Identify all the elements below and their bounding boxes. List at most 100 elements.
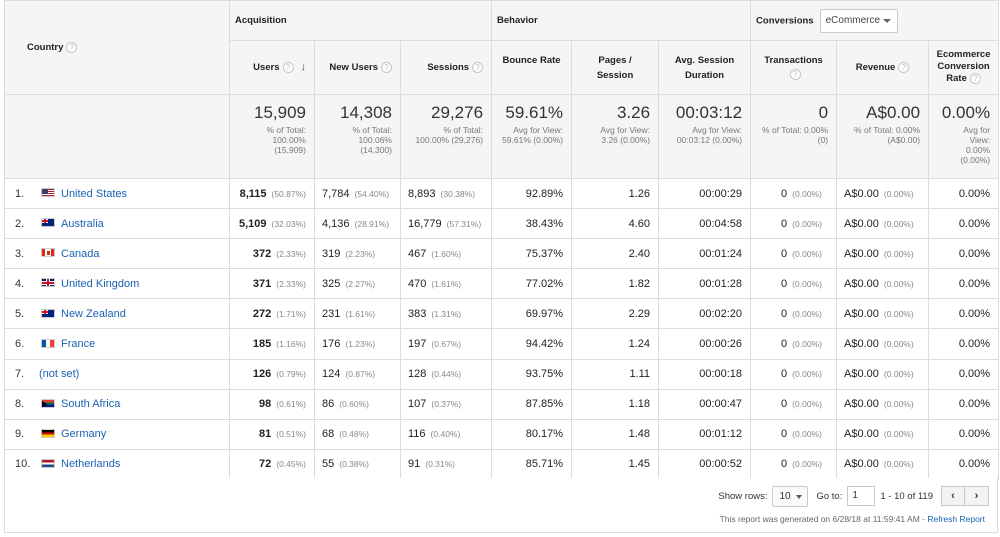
totals-new-users-line: (14,300) (360, 145, 392, 155)
totals-users-value: 15,909 (254, 103, 306, 122)
nl-flag-icon (41, 458, 55, 468)
users-cell: 126 (0.79%) (229, 358, 315, 390)
users-value: 372 (252, 247, 272, 260)
show-rows-select[interactable]: 10 (772, 485, 809, 507)
page-nav-buttons: ‹ › (941, 486, 989, 506)
country-header[interactable]: Country? (4, 0, 230, 95)
sessions-cell: 197 (0.67%) (399, 328, 493, 360)
question-circle-icon[interactable]: ? (381, 61, 392, 73)
question-circle-icon[interactable]: ? (66, 41, 78, 53)
country-link[interactable]: Canada (61, 247, 100, 260)
bounce-rate-cell: 85.71% (491, 448, 573, 480)
sessions-percent: (0.40%) (430, 429, 461, 440)
totals-users: 15,909 % of Total: 100.00% (15,909) (229, 94, 315, 179)
transactions-percent: (0.00%) (792, 188, 822, 199)
bounce-rate-cell: 75.37% (491, 238, 573, 270)
sessions-value: 470 (408, 277, 427, 290)
generated-text: This report was generated on 6/28/18 at … (719, 514, 925, 524)
new-users-cell: 325 (2.27%) (314, 268, 401, 300)
users-cell: 372 (2.33%) (229, 238, 315, 270)
bounce-rate-cell: 38.43% (491, 208, 573, 240)
pages-session-cell: 4.60 (571, 208, 660, 240)
question-circle-icon[interactable]: ? (472, 61, 484, 73)
new-users-cell: 231 (1.61%) (314, 298, 401, 330)
question-circle-icon[interactable]: ? (898, 61, 910, 73)
users-column-header[interactable]: Users? ↓ (229, 40, 315, 95)
users-value: 371 (252, 277, 272, 290)
users-value: 8,115 (239, 187, 267, 200)
pages-session-cell: 1.24 (571, 328, 660, 360)
sort-down-arrow-icon[interactable]: ↓ (300, 61, 307, 73)
revenue-percent: (0.00%) (883, 339, 914, 350)
pages-session-label-1: Pages / (598, 54, 632, 66)
country-link[interactable]: South Africa (61, 398, 121, 411)
sessions-percent: (1.31%) (431, 308, 462, 319)
table-footer: Show rows: 10 Go to: 1 1 - 10 of 119 ‹ ›… (4, 478, 998, 533)
sessions-percent: (0.44%) (431, 369, 462, 380)
country-link[interactable]: Netherlands (61, 458, 121, 471)
revenue-value: A$0.00 (844, 187, 879, 200)
transactions-column-header[interactable]: Transactions? (750, 40, 838, 95)
country-link[interactable]: United Kingdom (61, 277, 140, 290)
previous-page-button[interactable]: ‹ (941, 486, 965, 506)
transactions-cell: 0 (0.00%) (750, 208, 838, 240)
totals-ecr-line: 0.00% (965, 145, 991, 155)
revenue-column-header[interactable]: Revenue? (836, 40, 930, 95)
transactions-cell: 0 (0.00%) (750, 448, 838, 480)
table-row: 10. Netherlands 72 (0.45%) 55 (0.38%) 91 (0.31%… (4, 448, 1000, 480)
revenue-value: A$0.00 (844, 277, 879, 290)
question-circle-icon[interactable]: ? (789, 69, 801, 81)
totals-sessions: 29,276 % of Total: 100.00% (29,276) (399, 94, 493, 179)
country-link[interactable]: (not set) (39, 368, 80, 381)
new-users-value: 55 (322, 458, 335, 471)
revenue-cell: A$0.00 (0.00%) (836, 238, 930, 270)
users-value: 81 (258, 428, 272, 441)
avg-duration-cell: 00:01:28 (658, 268, 752, 300)
country-cell: 7. (not set) (4, 358, 230, 390)
country-link[interactable]: France (61, 338, 96, 351)
totals-avg-duration-value: 00:03:12 (675, 103, 743, 122)
transactions-value: 0 (781, 247, 788, 260)
revenue-percent: (0.00%) (883, 248, 914, 259)
bounce-rate-column-header[interactable]: Bounce Rate (491, 40, 573, 95)
country-cell: 5. New Zealand (4, 298, 230, 330)
sessions-value: 91 (408, 458, 421, 471)
avg-session-duration-column-header[interactable]: Avg. Session Duration (658, 40, 752, 95)
row-number: 9. (15, 428, 25, 441)
sessions-column-header[interactable]: Sessions? (399, 40, 493, 95)
totals-ecr: 0.00% Avg for View: 0.00% (0.00%) (928, 94, 1000, 179)
conversions-type-dropdown[interactable]: eCommerce (819, 8, 898, 33)
goto-page-input[interactable]: 1 (847, 486, 876, 506)
totals-avg-duration-line: Avg for View: (692, 125, 743, 135)
pages-session-column-header[interactable]: Pages / Session (571, 40, 660, 95)
bounce-rate-cell: 93.75% (491, 358, 573, 390)
row-number: 3. (15, 247, 25, 260)
new-users-value: 325 (322, 277, 341, 290)
country-link[interactable]: United States (61, 187, 128, 200)
transactions-percent: (0.00%) (792, 399, 822, 410)
new-users-column-header[interactable]: New Users? (314, 40, 401, 95)
users-cell: 72 (0.45%) (229, 448, 315, 480)
users-percent: (50.87%) (271, 188, 307, 199)
country-link[interactable]: Australia (61, 217, 104, 230)
ecommerce-conversion-rate-column-header[interactable]: Ecommerce Conversion Rate? (928, 40, 1000, 95)
refresh-report-link[interactable]: Refresh Report (927, 514, 985, 524)
new-users-cell: 176 (1.23%) (314, 328, 401, 360)
new-users-percent: (0.87%) (345, 369, 376, 380)
pages-session-cell: 1.48 (571, 418, 660, 450)
transactions-value: 0 (781, 398, 788, 411)
question-circle-icon[interactable]: ? (969, 73, 981, 85)
country-link[interactable]: New Zealand (61, 307, 126, 320)
country-link[interactable]: Germany (61, 428, 107, 441)
ecr-cell: 0.00% (928, 388, 1000, 420)
users-cell: 371 (2.33%) (229, 268, 315, 300)
users-percent: (2.33%) (276, 248, 306, 259)
new-users-percent: (0.38%) (339, 459, 370, 470)
chevron-down-icon (796, 494, 803, 499)
sessions-percent: (0.31%) (425, 459, 456, 470)
question-circle-icon[interactable]: ? (282, 61, 294, 73)
next-page-button[interactable]: › (965, 486, 989, 506)
totals-revenue-line: % of Total: 0.00% (854, 125, 921, 135)
new-users-percent: (1.23%) (345, 339, 376, 350)
sessions-cell: 107 (0.37%) (399, 388, 493, 420)
